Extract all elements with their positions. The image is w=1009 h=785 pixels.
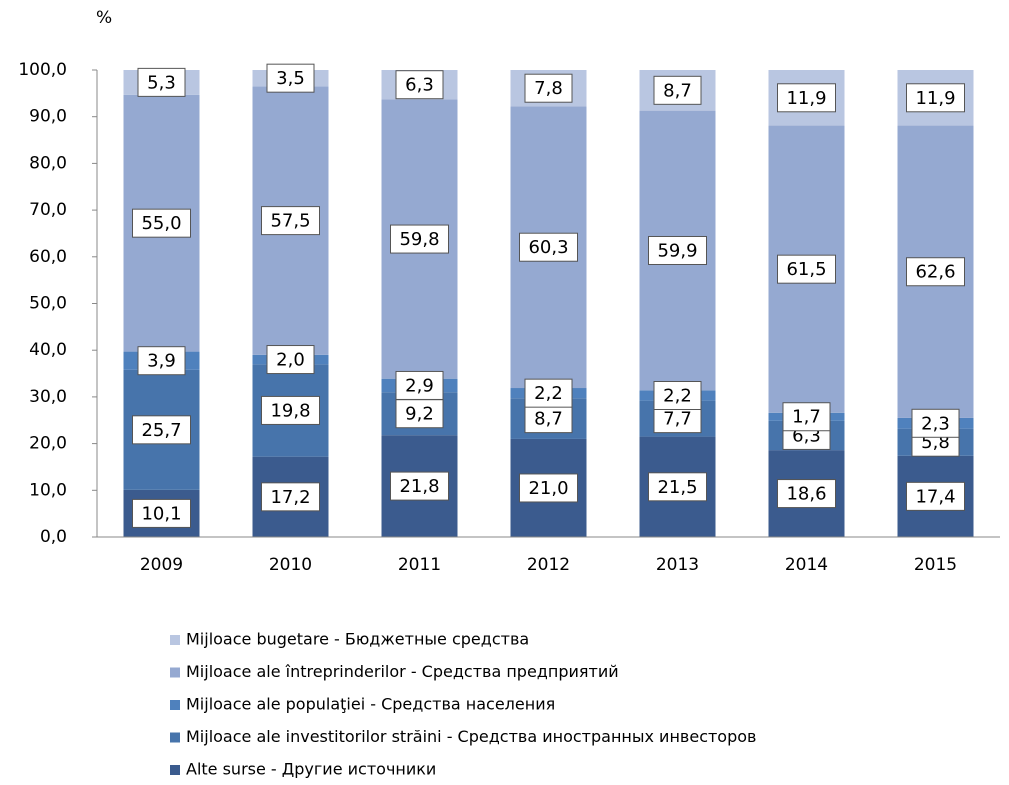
legend-swatch [170,700,180,710]
value-label: 5,3 [147,72,176,93]
value-label: 7,7 [663,409,692,430]
label-box [266,63,315,93]
label-box [261,482,320,512]
value-label: 25,7 [141,420,181,441]
value-label: 11,9 [786,88,826,109]
y-tick-label: 0,0 [40,527,67,547]
value-label: 62,6 [915,262,955,283]
value-label: 8,7 [534,409,563,430]
legend-label: Mijloace ale întreprinderilor - Средства… [186,662,619,681]
label-box [137,346,186,376]
value-label: 6,3 [405,75,434,96]
legend-swatch [170,667,180,678]
label-box [777,479,836,509]
label-box [519,232,578,262]
label-box [137,67,186,97]
label-box [395,399,444,429]
label-box [782,402,831,432]
value-label: 21,0 [528,478,568,499]
value-label: 8,7 [663,80,692,101]
y-axis-label: % [96,8,112,28]
x-tick-label: 2009 [140,555,183,575]
value-label: 21,8 [399,476,439,497]
label-box [261,395,320,425]
label-box [524,404,573,434]
value-label: 10,1 [141,503,181,524]
value-label: 2,0 [276,350,305,371]
x-tick-label: 2014 [785,555,828,575]
label-box [132,208,191,238]
x-tick-label: 2012 [527,555,570,575]
value-label: 3,5 [276,68,305,89]
y-tick-label: 80,0 [29,153,67,173]
value-label: 17,4 [915,486,955,507]
value-label: 59,9 [657,240,697,261]
y-tick-label: 90,0 [29,107,67,127]
value-label: 7,8 [534,78,563,99]
legend-swatch [170,765,180,775]
value-label: 60,3 [528,237,568,258]
label-box [648,235,707,265]
value-label: 55,0 [141,213,181,234]
value-label: 3,9 [147,351,176,372]
label-box [777,83,836,113]
label-box [395,370,444,400]
y-tick-label: 100,0 [18,60,67,80]
label-box [524,378,573,408]
y-tick-label: 50,0 [29,294,67,314]
label-box [906,257,965,287]
value-label: 61,5 [786,259,826,280]
label-box [653,75,702,105]
value-label: 1,7 [792,407,821,428]
label-box [906,481,965,511]
label-box [132,498,191,528]
label-box [132,415,191,445]
legend-label: Alte surse - Другие источники [186,760,436,779]
x-tick-label: 2011 [398,555,441,575]
label-box [906,83,965,113]
value-label: 2,2 [663,385,692,406]
x-tick-label: 2015 [914,555,957,575]
value-label: 9,2 [405,404,434,425]
value-label: 2,2 [534,383,563,404]
x-tick-label: 2010 [269,555,312,575]
legend-swatch [170,732,180,743]
legend-label: Mijloace ale investitorilor străini - Ср… [186,727,756,746]
y-tick-label: 70,0 [29,200,67,220]
value-label: 18,6 [786,484,826,505]
x-tick-label: 2013 [656,555,699,575]
label-box [524,73,573,103]
label-box [395,70,444,100]
value-label: 19,8 [270,400,310,421]
value-label: 2,9 [405,375,434,396]
label-box [911,408,960,438]
label-box [390,471,449,501]
value-label: 11,9 [915,88,955,109]
value-label: 2,3 [921,413,950,434]
value-label: 59,8 [399,229,439,250]
value-label: 21,5 [657,477,697,498]
legend-swatch [170,635,180,645]
y-tick-label: 30,0 [29,387,67,407]
label-box [390,224,449,254]
label-box [266,345,315,375]
y-tick-label: 60,0 [29,247,67,267]
legend-label: Mijloace ale populaţiei - Средства насел… [186,695,555,714]
value-label: 17,2 [270,487,310,508]
label-box [653,380,702,410]
value-label: 57,5 [270,211,310,232]
y-tick-label: 40,0 [29,340,67,360]
label-box [261,206,320,236]
y-tick-label: 20,0 [29,434,67,454]
legend-label: Mijloace bugetare - Бюджетные средства [186,630,529,649]
label-box [648,472,707,502]
label-box [777,254,836,284]
label-box [519,473,578,503]
y-tick-label: 10,0 [29,480,67,500]
